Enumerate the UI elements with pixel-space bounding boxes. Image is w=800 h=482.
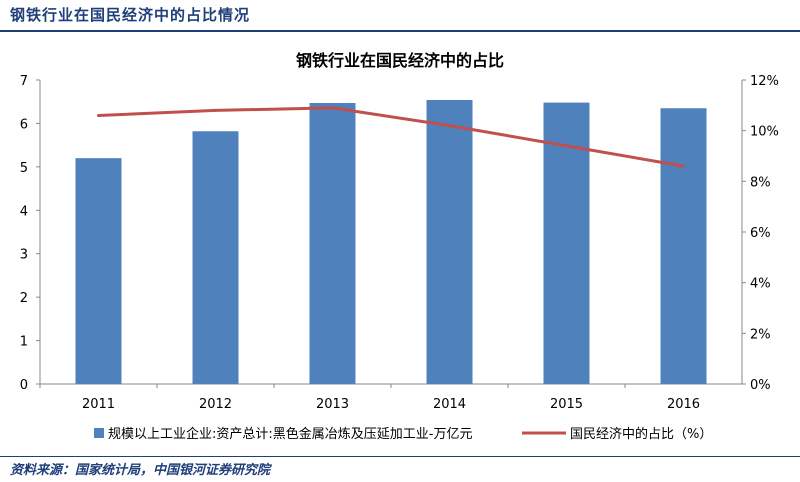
right-axis-tick-label: 4% [750, 277, 771, 292]
bar [660, 108, 707, 384]
bar [426, 99, 473, 384]
page-title: 钢铁行业在国民经济中的占比情况 [10, 6, 251, 24]
chart-title: 钢铁行业在国民经济中的占比 [296, 51, 504, 70]
left-axis-tick-label: 4 [20, 204, 28, 219]
line-point [214, 108, 217, 112]
chart: 钢铁行业在国民经济中的占比 0 1 2 3 4 5 6 7 0% 2% 4% 6% 8% 10% 12% 20… [20, 51, 779, 442]
left-axis-tick-label: 7 [20, 74, 28, 89]
line-series [98, 106, 684, 168]
x-axis-tick-label: 2011 [82, 397, 115, 412]
right-axis-tick-label: 0% [750, 378, 771, 393]
line-point [97, 113, 100, 117]
right-axis-tick-label: 10% [750, 125, 779, 140]
x-axis-tick-label: 2012 [199, 397, 232, 412]
left-axis-tick-label: 1 [20, 335, 28, 350]
bar [75, 158, 122, 384]
legend-bar-label: 规模以上工业企业:资产总计:黑色金属冶炼及压延加工业-万亿元 [108, 426, 472, 442]
left-axis-tick-label: 0 [20, 378, 28, 393]
bar [309, 103, 356, 384]
footer-divider [0, 456, 800, 457]
legend-line-label: 国民经济中的占比（%） [570, 426, 712, 442]
right-axis-tick-label: 8% [750, 175, 771, 190]
legend-bar-swatch [94, 428, 104, 438]
right-axis-tick-label: 2% [750, 327, 771, 342]
line-point [448, 124, 451, 128]
line-point [331, 106, 334, 110]
right-axis-tick-label: 12% [750, 74, 779, 89]
line-point [565, 144, 568, 148]
right-axis-tick-label: 6% [750, 226, 771, 241]
line-point [682, 164, 685, 168]
x-axis-tick-label: 2014 [433, 397, 466, 412]
source-note: 资料来源：国家统计局，中国银河证券研究院 [10, 463, 271, 478]
x-axis-tick-label: 2016 [667, 397, 700, 412]
header-divider [0, 30, 800, 32]
x-axis-tick-label: 2015 [550, 397, 583, 412]
left-axis-tick-label: 5 [20, 161, 28, 176]
x-axis-tick-label: 2013 [316, 397, 349, 412]
left-axis-tick-label: 3 [20, 248, 28, 263]
left-axis-tick-label: 6 [20, 117, 28, 132]
bar [192, 131, 239, 384]
left-axis-tick-label: 2 [20, 291, 28, 306]
